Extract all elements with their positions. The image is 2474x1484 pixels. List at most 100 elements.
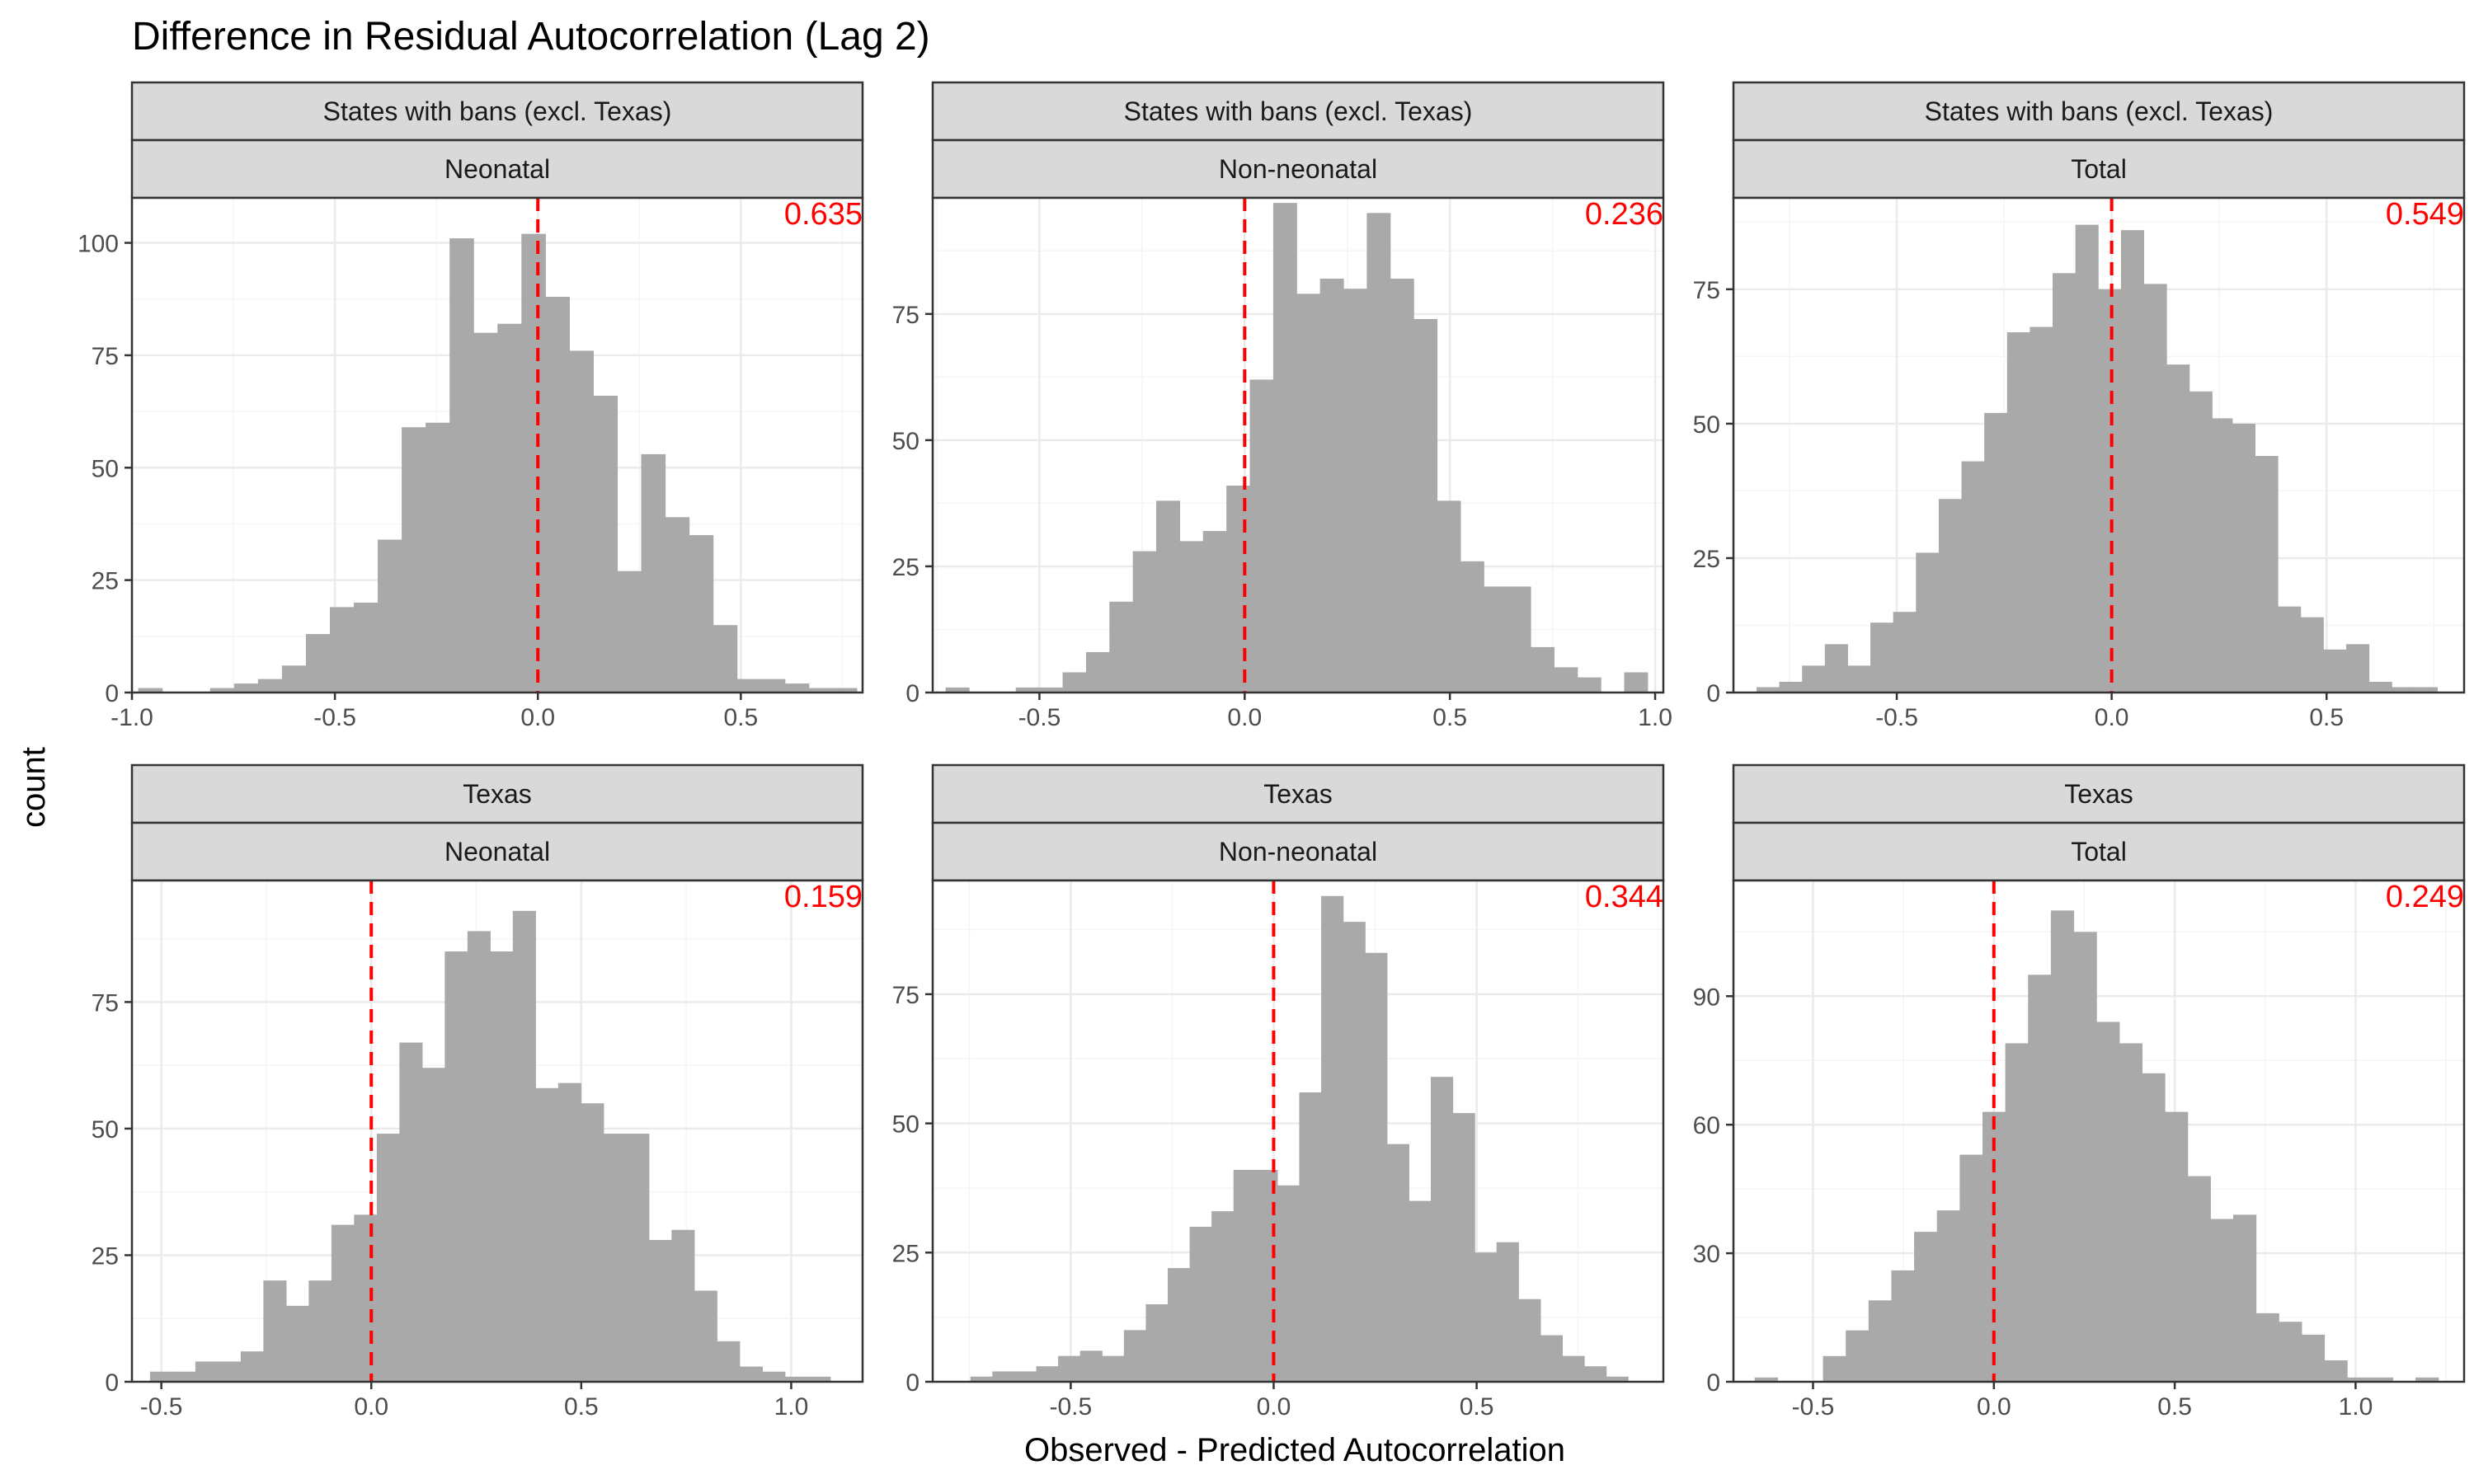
histogram-bar <box>2323 649 2347 693</box>
histogram-bar <box>1893 612 1917 693</box>
y-tick-label: 25 <box>892 1240 920 1267</box>
y-tick-label: 0 <box>105 680 119 707</box>
y-tick-label: 75 <box>92 343 119 370</box>
histogram-bar <box>760 679 786 693</box>
histogram-bar <box>2345 644 2370 693</box>
histogram-bar <box>2142 1073 2166 1382</box>
x-tick-label: 0.5 <box>2157 1393 2192 1421</box>
histogram-bar <box>2098 289 2122 693</box>
histogram-bar <box>581 1103 604 1382</box>
figure-title: Difference in Residual Autocorrelation (… <box>132 15 930 59</box>
histogram-bar <box>2300 617 2324 693</box>
histogram-bar <box>1914 1232 1938 1382</box>
histogram-bar <box>1014 1371 1037 1382</box>
histogram-bar <box>1891 1270 1915 1382</box>
strip-top-box <box>931 81 1665 142</box>
histogram-bar <box>1413 318 1438 693</box>
histogram-bar <box>617 571 642 693</box>
histogram-bar <box>1437 500 1461 693</box>
y-tick-label: 25 <box>92 1242 119 1270</box>
x-tick-label: 0.0 <box>1977 1393 2011 1421</box>
y-tick-label: 50 <box>1693 411 1720 439</box>
histogram-bar <box>172 1371 196 1382</box>
histogram-bar <box>1036 1366 1059 1382</box>
histogram-bar <box>138 688 163 693</box>
histogram-bar <box>1202 531 1227 693</box>
strip-top-box <box>1732 763 2466 824</box>
histogram-bar <box>1624 672 1649 693</box>
histogram-bar <box>399 1042 423 1382</box>
histogram-bar <box>2053 273 2077 693</box>
histogram-bar <box>2278 606 2302 693</box>
histogram-bar <box>1779 681 1803 693</box>
x-tick-label: -0.5 <box>1792 1393 1835 1421</box>
histogram-bar <box>1475 1252 1498 1382</box>
panel-border <box>931 879 1665 1383</box>
histogram-bar <box>308 1280 332 1382</box>
facet-panel: States with bans (excl. Texas) Neonatal 0.… <box>78 81 864 731</box>
y-tick-label: 50 <box>92 455 119 482</box>
histogram-bar <box>2187 1176 2211 1382</box>
histogram-bar <box>467 931 491 1382</box>
histogram-bar <box>2143 284 2167 693</box>
histogram-bar <box>1132 551 1157 693</box>
panel-border <box>130 879 864 1383</box>
facet-panel: States with bans (excl. Texas) Non-neonat… <box>892 81 1672 731</box>
histogram-bar <box>490 951 514 1382</box>
facet-panel: Texas Non-neonatal 0.344 -0.5 0.0 0.5 0 25 50 75 <box>892 763 1665 1421</box>
histogram-bar <box>149 1371 173 1382</box>
strip-bottom-label: Neonatal <box>444 154 550 184</box>
histogram-bar <box>736 679 762 693</box>
y-tick-label: 75 <box>1693 277 1720 304</box>
histogram-bar <box>1156 500 1180 693</box>
histogram-bar <box>2189 391 2213 693</box>
histogram-bar <box>1145 1303 1169 1382</box>
histogram-bar <box>281 665 307 693</box>
x-tick-label: -0.5 <box>313 704 356 731</box>
histogram-bar <box>739 1366 763 1382</box>
y-tick-label: 75 <box>92 989 119 1017</box>
y-tick-label: 75 <box>892 302 920 329</box>
histogram-bar <box>784 1376 808 1382</box>
histogram-bar <box>449 238 474 693</box>
histogram-bar <box>671 1229 695 1382</box>
strip-bottom-box <box>130 139 864 200</box>
x-tick-label: 0.0 <box>354 1393 388 1421</box>
strip-bottom-label: Total <box>2071 154 2127 184</box>
histogram-bar <box>992 1371 1015 1382</box>
histogram-bar <box>1015 687 1040 693</box>
histogram-bar <box>233 683 259 693</box>
x-tick-label: -0.5 <box>140 1393 183 1421</box>
histogram-bar <box>1277 1185 1300 1382</box>
histogram-bar <box>2324 1360 2348 1382</box>
histogram-bar <box>2120 230 2145 693</box>
histogram-bar <box>1102 1355 1125 1382</box>
histogram-bar <box>545 297 570 693</box>
histogram-bar <box>1936 1210 1960 1382</box>
histogram-bar <box>1272 203 1297 693</box>
y-tick-label: 25 <box>92 568 119 595</box>
histogram-bar <box>2006 332 2030 693</box>
histogram-bar <box>257 679 283 693</box>
histogram-bar <box>263 1280 287 1382</box>
x-tick-label: 0.5 <box>564 1393 599 1421</box>
y-tick-label: 0 <box>1706 1369 1720 1397</box>
histogram-bar <box>1299 1092 1322 1382</box>
histogram-bar <box>2028 974 2052 1382</box>
histogram-bar <box>209 688 235 693</box>
panel-border <box>130 196 864 694</box>
histogram-bar <box>717 1341 741 1382</box>
histogram-bar <box>354 1214 378 1382</box>
histogram-bar <box>1961 461 1985 693</box>
panel-annotation: 0.236 <box>1585 197 1663 232</box>
histogram-bar <box>1823 1355 1846 1382</box>
histogram-bar <box>1321 895 1344 1382</box>
histogram-bar <box>569 350 595 693</box>
x-tick-label: 0.0 <box>1257 1393 1291 1421</box>
strip-top-label: States with bans (excl. Texas) <box>1925 96 2274 126</box>
histogram-bar <box>1846 1330 1870 1382</box>
histogram-bar <box>557 1082 581 1382</box>
panel-annotation: 0.635 <box>784 197 863 232</box>
histogram-bar <box>2030 326 2053 693</box>
histogram-bar <box>512 910 536 1382</box>
